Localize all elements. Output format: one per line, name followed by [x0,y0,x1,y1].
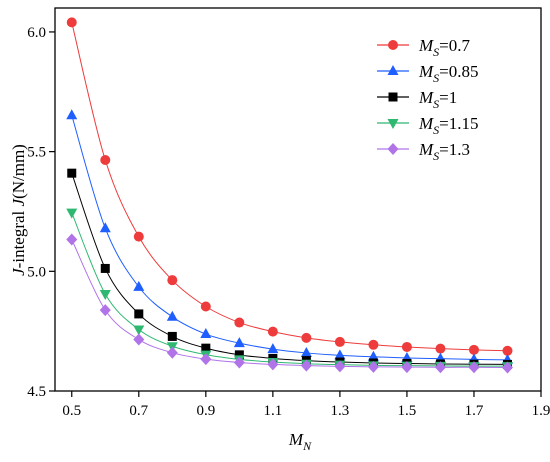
data-point [368,339,379,350]
plot-frame [54,7,542,392]
series-4 [66,208,513,373]
data-point [367,360,379,373]
y-tick-label: 5.5 [27,145,46,161]
data-point [200,353,212,366]
data-point [435,343,446,354]
data-point [133,280,145,291]
data-point [300,346,312,357]
series-layer [66,17,513,374]
data-point [234,317,245,328]
legend: MS=0.7 MS=0.85 MS=1 MS=1.15 MS=1.3 [377,36,479,163]
data-point [134,309,144,319]
data-point [167,275,178,286]
legend-marker [387,143,399,155]
legend-marker [387,65,399,75]
data-point [167,331,177,341]
data-point [66,17,77,28]
data-point [434,361,446,374]
data-point [67,168,77,178]
axes: 0.5 0.7 0.9 1.1 1.3 1.5 1.7 1.9 4.5 5.0 5.5 6.0 [27,7,550,419]
data-point [200,301,211,312]
data-point [502,345,513,356]
series-1 [66,17,513,356]
x-tick-label: 0.9 [196,403,215,419]
legend-label: MS=1.15 [418,114,479,137]
data-point [267,358,279,371]
x-tick-label: 0.7 [129,403,148,419]
x-tick-label: 1.1 [263,403,282,419]
x-tick-label: 1.9 [532,403,550,419]
data-point [133,231,144,242]
legend-label: MS=0.7 [418,36,471,59]
data-point [468,344,479,355]
data-point [401,341,412,352]
y-axis-label: J-integral J(N/mm) [9,144,28,276]
series-5 [66,233,513,374]
data-point [133,325,145,336]
data-point [468,361,480,374]
data-point [133,333,145,346]
legend-marker [388,40,398,50]
legend-marker [387,119,399,129]
y-tick-label: 4.5 [27,384,46,400]
data-point [301,332,312,343]
data-point [66,109,78,120]
x-tick-label: 1.3 [331,403,350,419]
legend-item: MS=1.3 [377,140,470,163]
data-point [166,310,178,321]
legend-marker [388,92,398,102]
data-point [100,155,111,166]
data-point [201,343,211,353]
data-point [334,349,346,360]
legend-label: MS=1 [418,88,457,111]
data-point [267,343,279,354]
legend-item: MS=0.7 [377,36,471,59]
data-point [99,304,111,317]
data-point [233,337,245,348]
data-point [334,360,346,373]
x-tick-label: 1.7 [465,403,484,419]
x-tick-label: 1.5 [398,403,417,419]
data-point [501,361,513,374]
data-point [267,326,278,337]
data-point [367,350,379,361]
legend-label: MS=1.3 [418,140,470,163]
data-point [334,336,345,347]
data-point [99,222,111,233]
y-tick-label: 6.0 [27,25,46,41]
y-tick-label: 5.0 [27,264,46,280]
legend-item: MS=1.15 [377,114,479,137]
legend-label: MS=0.85 [418,62,479,85]
data-point [401,361,413,374]
data-point [166,346,178,359]
x-tick-label: 0.5 [62,403,81,419]
data-point [300,359,312,372]
data-point [234,350,244,360]
x-axis-label: MN [288,430,312,453]
data-point [99,290,111,301]
data-point [200,328,212,339]
series-line [71,115,508,361]
data-point [66,233,78,246]
data-point [233,356,245,369]
data-point [100,263,110,273]
legend-item: MS=0.85 [377,62,479,85]
data-point [66,208,78,219]
legend-item: MS=1 [377,88,457,111]
